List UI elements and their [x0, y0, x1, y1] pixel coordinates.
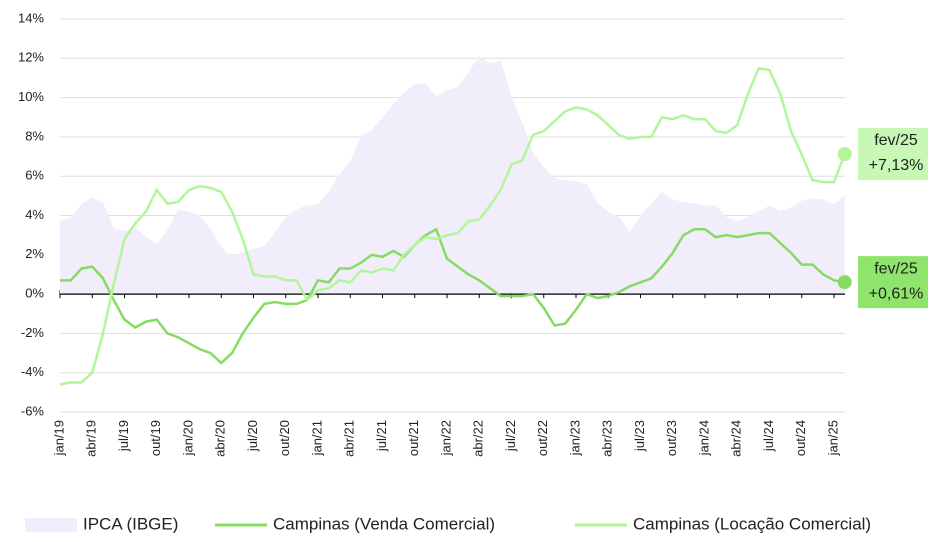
x-tick-label: abr/19	[84, 420, 99, 457]
x-tick-label: jul/24	[761, 420, 776, 452]
y-tick-label: 2%	[25, 246, 44, 261]
legend-label: Campinas (Locação Comercial)	[633, 514, 871, 533]
x-tick-label: jan/23	[567, 420, 582, 456]
y-tick-label: -2%	[21, 325, 45, 340]
x-tick-label: out/20	[277, 420, 292, 456]
x-tick-label: jan/20	[180, 420, 195, 456]
x-tick-label: jul/21	[374, 420, 389, 452]
annotation-box	[858, 127, 928, 180]
x-tick-label: abr/24	[729, 420, 744, 457]
x-tick-label: jul/19	[116, 420, 131, 452]
x-tick-label: jul/22	[503, 420, 518, 452]
annotation-value: +7,13%	[869, 157, 924, 174]
x-tick-label: abr/22	[471, 420, 486, 457]
y-tick-label: 4%	[25, 207, 44, 222]
x-tick-label: out/23	[664, 420, 679, 456]
y-tick-label: 0%	[25, 286, 44, 301]
x-tick-label: abr/21	[342, 420, 357, 457]
x-tick-label: out/19	[148, 420, 163, 456]
x-tick-label: jan/19	[51, 420, 66, 456]
annotation-date: fev/25	[874, 260, 918, 277]
x-tick-label: abr/20	[213, 420, 228, 457]
annotation-date: fev/25	[874, 132, 918, 149]
y-tick-label: -4%	[21, 364, 45, 379]
x-tick-label: jan/21	[309, 420, 324, 456]
annotation-box	[858, 256, 928, 309]
annotation-value: +0,61%	[869, 285, 924, 302]
x-tick-label: jul/23	[632, 420, 647, 452]
y-tick-label: 10%	[18, 89, 44, 104]
legend-label: Campinas (Venda Comercial)	[273, 514, 495, 533]
x-tick-label: out/22	[535, 420, 550, 456]
x-tick-label: out/24	[793, 420, 808, 456]
x-tick-label: jan/22	[438, 420, 453, 456]
y-tick-label: 14%	[18, 10, 44, 25]
y-tick-label: 6%	[25, 168, 44, 183]
y-tick-label: 12%	[18, 50, 44, 65]
y-tick-label: -6%	[21, 403, 45, 418]
line	[60, 227, 845, 365]
legend-swatch	[25, 518, 77, 532]
x-tick-label: jan/24	[696, 420, 711, 456]
end-marker	[837, 146, 852, 161]
end-marker	[837, 275, 852, 290]
x-tick-label: jan/25	[825, 420, 840, 456]
line	[59, 66, 846, 386]
x-tick-label: out/21	[406, 420, 421, 456]
y-tick-label: 8%	[25, 128, 44, 143]
x-tick-label: jul/20	[245, 420, 260, 452]
area	[60, 55, 845, 295]
legend-label: IPCA (IBGE)	[83, 514, 178, 533]
x-tick-label: abr/23	[600, 420, 615, 457]
